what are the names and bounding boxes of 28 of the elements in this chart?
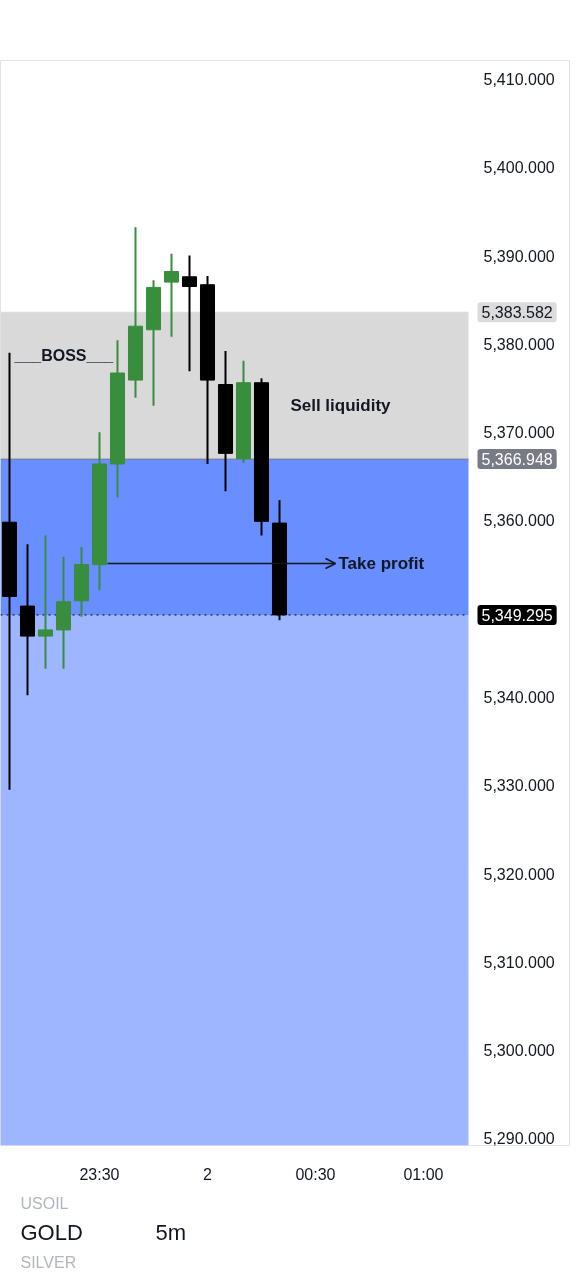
text: USOIL — [20, 1195, 69, 1212]
y-tick-label: 5,370.000 — [483, 424, 555, 442]
y-tick-label: 5,330.000 — [483, 777, 555, 795]
candlestick — [181, 254, 198, 373]
ref-line-label: 5,366.948 — [481, 451, 553, 469]
y-tick-label: 5,360.000 — [483, 512, 555, 530]
x-tick-label: 00:30 — [295, 1165, 336, 1183]
candlestick — [37, 534, 54, 670]
x-tick-label: 2 — [203, 1165, 213, 1183]
y-tick-label: 5,310.000 — [483, 953, 555, 971]
y-tick-label: 5,400.000 — [483, 159, 555, 177]
x-tick-label: 23:30 — [79, 1165, 120, 1183]
y-tick-label: 5,300.000 — [483, 1042, 555, 1060]
candlestick — [163, 252, 180, 338]
y-tick-label: 5,390.000 — [483, 247, 555, 265]
annotation: ___BOSS___ — [13, 347, 115, 364]
annotation: Take profit — [338, 554, 425, 573]
text: 5m — [155, 1220, 187, 1245]
y-tick-label: 5,320.000 — [483, 865, 555, 883]
x-tick-label: 01:00 — [403, 1165, 444, 1183]
y-tick-label: 5,380.000 — [483, 335, 555, 353]
band-label: Sell liquidity — [290, 396, 392, 416]
ref-line-label: 5,383.582 — [481, 304, 553, 322]
y-tick-label: 5,340.000 — [483, 689, 555, 707]
ref-line-label: 5,349.295 — [481, 606, 553, 624]
text: GOLD — [20, 1220, 83, 1245]
text: SILVER — [20, 1254, 77, 1271]
y-tick-label: 5,410.000 — [483, 71, 555, 89]
